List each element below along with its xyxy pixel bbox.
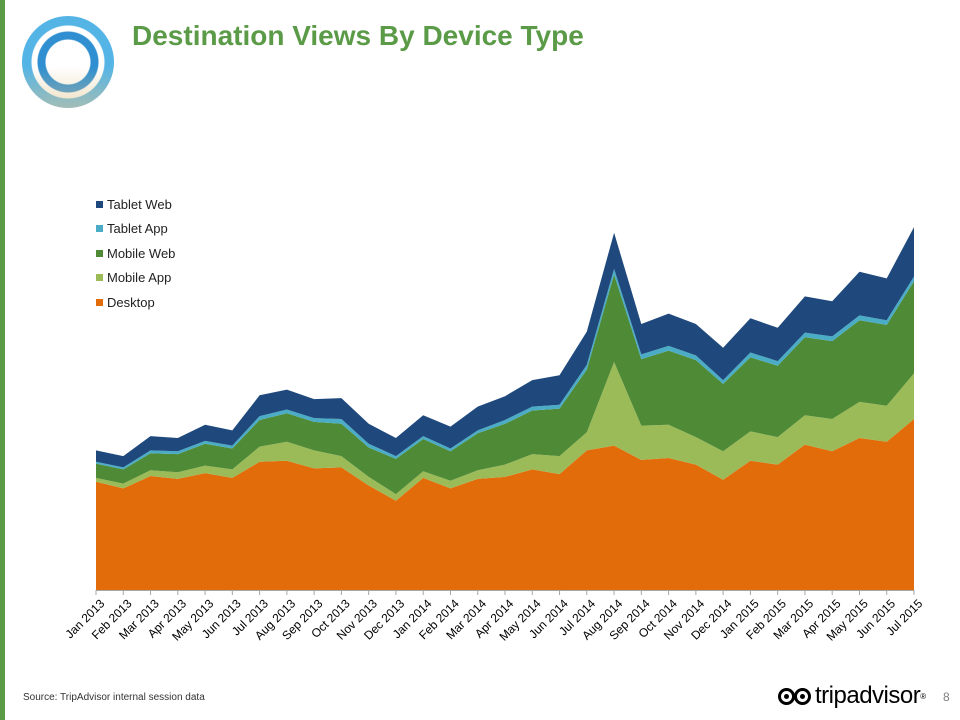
legend-label: Tablet Web [107,196,172,212]
legend-item: Desktop [96,290,175,315]
brand-registered-mark: ® [920,691,927,701]
legend-swatch [96,249,103,257]
page-title: Destination Views By Device Type [132,20,584,51]
legend-item: Tablet Web [96,192,175,217]
series-area-mobile-app [96,362,914,501]
series-area-tablet-web [96,227,914,468]
legend-label: Mobile App [107,270,172,286]
legend-swatch [96,200,103,208]
legend-label: Desktop [107,294,155,310]
series-area-mobile-web [96,274,914,495]
page-number: 8 [943,690,950,704]
legend-swatch [96,274,103,282]
legend-swatch [96,225,103,233]
legend-label: Mobile Web [107,245,176,261]
series-area-desktop [96,419,914,590]
legend-item: Mobile Web [96,241,175,266]
brand-name: tripadvisor [815,682,921,709]
legend-swatch [96,298,103,306]
destination-logo-icon [22,16,114,108]
legend-label: Tablet App [107,221,168,237]
source-note: Source: TripAdvisor internal session dat… [23,692,205,703]
left-accent-rule [0,0,5,720]
owl-eyes-icon [778,687,811,705]
tripadvisor-logo: tripadvisor ® [778,682,926,710]
legend-item: Mobile App [96,266,175,291]
chart-legend: Tablet Web Tablet App Mobile Web Mobile App… [96,192,175,315]
legend-item: Tablet App [96,217,175,242]
